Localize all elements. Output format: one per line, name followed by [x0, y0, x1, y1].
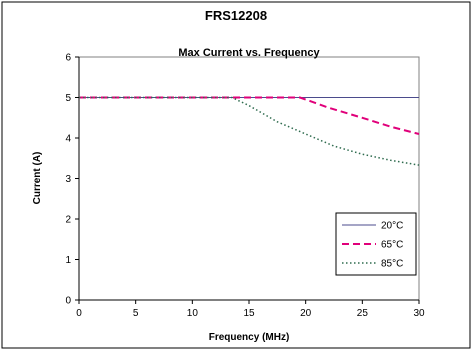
y-tick-label-3: 3: [65, 174, 71, 185]
x-tick-label-2: 10: [187, 308, 199, 319]
x-tick-label-5: 25: [357, 308, 369, 319]
series-group: [79, 96, 420, 166]
chart-title: FRS12208: [205, 8, 267, 23]
y-tick-label-2: 2: [65, 215, 71, 226]
legend-label-2: 85°C: [381, 259, 403, 270]
x-tick-label-0: 0: [76, 308, 82, 319]
y-axis-label: Current (A): [32, 152, 43, 205]
y-tick-label-6: 6: [65, 53, 71, 64]
series-line-1: [79, 96, 420, 135]
legend-label-1: 65°C: [381, 240, 403, 251]
y-tick-label-1: 1: [65, 255, 71, 266]
x-tick-label-6: 30: [413, 308, 425, 319]
series-line-2: [79, 96, 420, 166]
y-tick-label-4: 4: [65, 134, 71, 145]
axes: 0 1 2 3 4 5 6 0 5 10 15 20 25 30: [65, 53, 425, 320]
x-tick-label-4: 20: [300, 308, 312, 319]
x-tick-label-3: 15: [243, 308, 255, 319]
y-tick-label-0: 0: [65, 296, 71, 307]
legend: 20°C 65°C 85°C: [335, 212, 417, 276]
y-tick-label-5: 5: [65, 93, 71, 104]
legend-label-0: 20°C: [381, 221, 403, 232]
chart-subtitle: Max Current vs. Frequency: [178, 47, 320, 59]
x-tick-label-1: 5: [133, 308, 139, 319]
x-axis-label: Frequency (MHz): [209, 332, 290, 343]
